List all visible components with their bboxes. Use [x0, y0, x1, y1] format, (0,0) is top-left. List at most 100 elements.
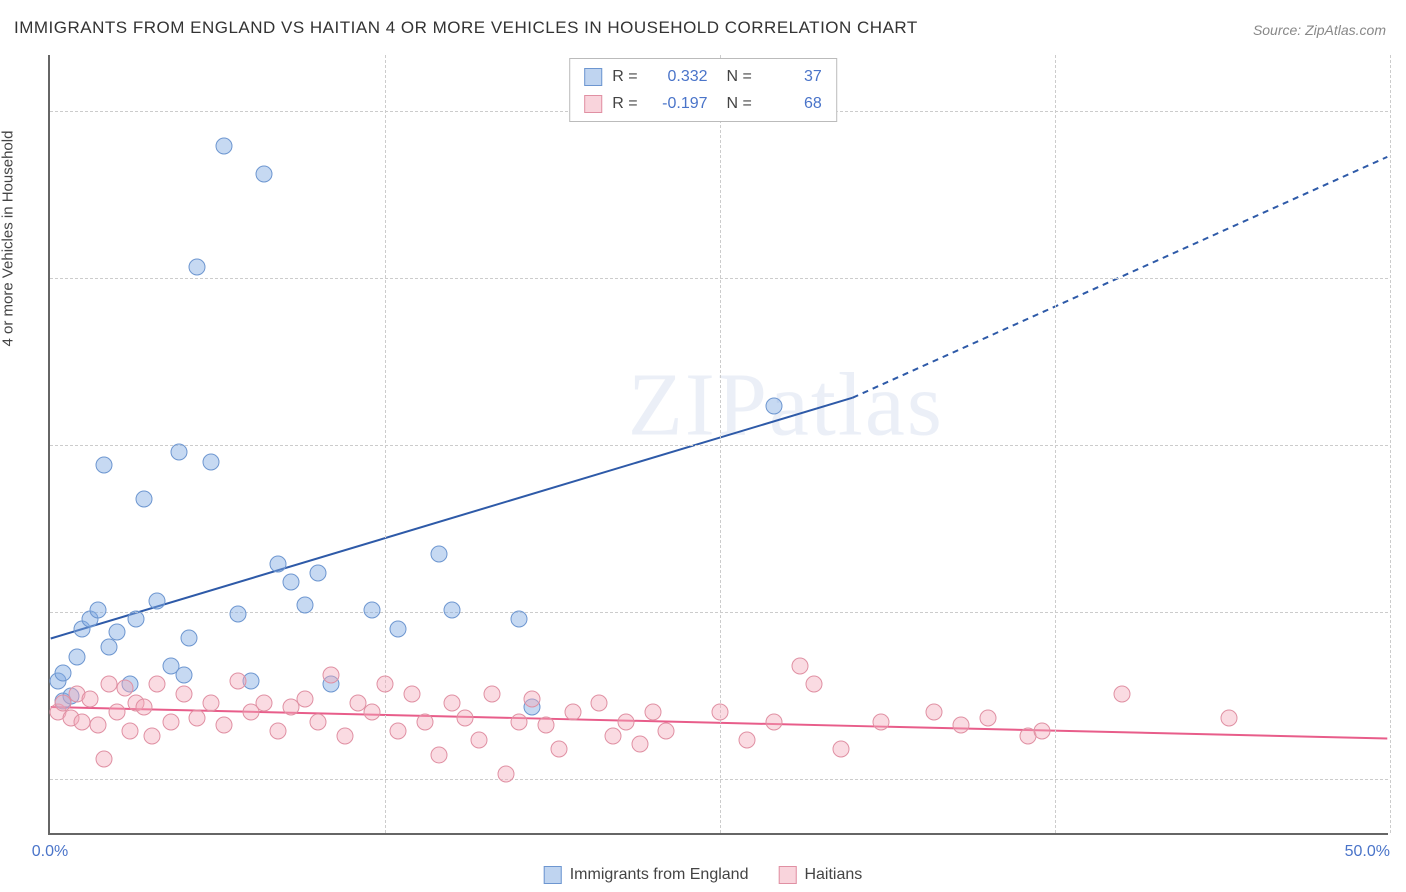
data-point — [765, 397, 782, 414]
data-point — [430, 546, 447, 563]
data-point — [792, 657, 809, 674]
data-point — [631, 735, 648, 752]
data-point — [109, 704, 126, 721]
data-point — [390, 620, 407, 637]
data-point — [256, 695, 273, 712]
data-point — [738, 732, 755, 749]
data-point — [100, 676, 117, 693]
data-point — [109, 624, 126, 641]
legend-label-haitians: Haitians — [804, 866, 862, 884]
data-point — [310, 565, 327, 582]
data-point — [176, 667, 193, 684]
n-label: N = — [718, 90, 752, 117]
n-value-haitians: 68 — [762, 90, 822, 117]
data-point — [162, 713, 179, 730]
data-point — [90, 602, 107, 619]
y-tick-label: 30.0% — [1398, 269, 1406, 287]
data-point — [645, 704, 662, 721]
data-point — [403, 685, 420, 702]
data-point — [926, 704, 943, 721]
correlation-legend: R = 0.332 N = 37 R = -0.197 N = 68 — [569, 58, 837, 122]
data-point — [805, 676, 822, 693]
data-point — [283, 574, 300, 591]
data-point — [832, 741, 849, 758]
data-point — [216, 717, 233, 734]
data-point — [363, 602, 380, 619]
data-point — [1221, 709, 1238, 726]
data-point — [229, 605, 246, 622]
watermark: ZIPatlas — [628, 354, 944, 457]
data-point — [980, 709, 997, 726]
data-point — [618, 713, 635, 730]
data-point — [100, 639, 117, 656]
data-point — [269, 555, 286, 572]
data-point — [269, 722, 286, 739]
n-value-england: 37 — [762, 63, 822, 90]
legend-item-england: Immigrants from England — [544, 866, 749, 884]
data-point — [135, 490, 152, 507]
data-point — [470, 732, 487, 749]
data-point — [524, 691, 541, 708]
data-point — [296, 596, 313, 613]
data-point — [377, 676, 394, 693]
data-point — [511, 611, 528, 628]
data-point — [202, 453, 219, 470]
r-label: R = — [612, 63, 637, 90]
data-point — [82, 691, 99, 708]
legend-item-haitians: Haitians — [778, 866, 862, 884]
chart-title: IMMIGRANTS FROM ENGLAND VS HAITIAN 4 OR … — [14, 18, 918, 38]
data-point — [457, 709, 474, 726]
data-point — [712, 704, 729, 721]
data-point — [511, 713, 528, 730]
data-point — [497, 765, 514, 782]
data-point — [170, 444, 187, 461]
r-value-england: 0.332 — [648, 63, 708, 90]
data-point — [127, 611, 144, 628]
legend-row-england: R = 0.332 N = 37 — [584, 63, 822, 90]
data-point — [55, 665, 72, 682]
series-legend: Immigrants from England Haitians — [544, 866, 863, 884]
x-tick-label: 0.0% — [32, 843, 68, 861]
gridline-v — [1390, 55, 1391, 833]
data-point — [537, 717, 554, 734]
legend-row-haitians: R = -0.197 N = 68 — [584, 90, 822, 117]
data-point — [604, 728, 621, 745]
swatch-pink — [778, 866, 796, 884]
data-point — [417, 713, 434, 730]
data-point — [74, 713, 91, 730]
data-point — [363, 704, 380, 721]
data-point — [872, 713, 889, 730]
y-tick-label: 10.0% — [1398, 640, 1406, 658]
data-point — [149, 676, 166, 693]
y-tick-label: 20.0% — [1398, 455, 1406, 473]
data-point — [90, 717, 107, 734]
data-point — [591, 695, 608, 712]
source-attribution: Source: ZipAtlas.com — [1253, 22, 1386, 38]
data-point — [117, 680, 134, 697]
data-point — [68, 648, 85, 665]
swatch-blue — [584, 68, 602, 86]
data-point — [229, 672, 246, 689]
gridline-h — [50, 779, 1388, 780]
gridline-v — [385, 55, 386, 833]
gridline-h — [50, 278, 1388, 279]
data-point — [143, 728, 160, 745]
data-point — [176, 685, 193, 702]
data-point — [430, 747, 447, 764]
data-point — [765, 713, 782, 730]
chart-container: IMMIGRANTS FROM ENGLAND VS HAITIAN 4 OR … — [0, 0, 1406, 892]
data-point — [122, 722, 139, 739]
data-point — [310, 713, 327, 730]
legend-label-england: Immigrants from England — [570, 866, 749, 884]
swatch-pink — [584, 95, 602, 113]
data-point — [189, 258, 206, 275]
data-point — [953, 717, 970, 734]
data-point — [181, 630, 198, 647]
data-point — [658, 722, 675, 739]
data-point — [1033, 722, 1050, 739]
data-point — [189, 709, 206, 726]
data-point — [216, 137, 233, 154]
data-point — [323, 667, 340, 684]
data-point — [564, 704, 581, 721]
data-point — [390, 722, 407, 739]
